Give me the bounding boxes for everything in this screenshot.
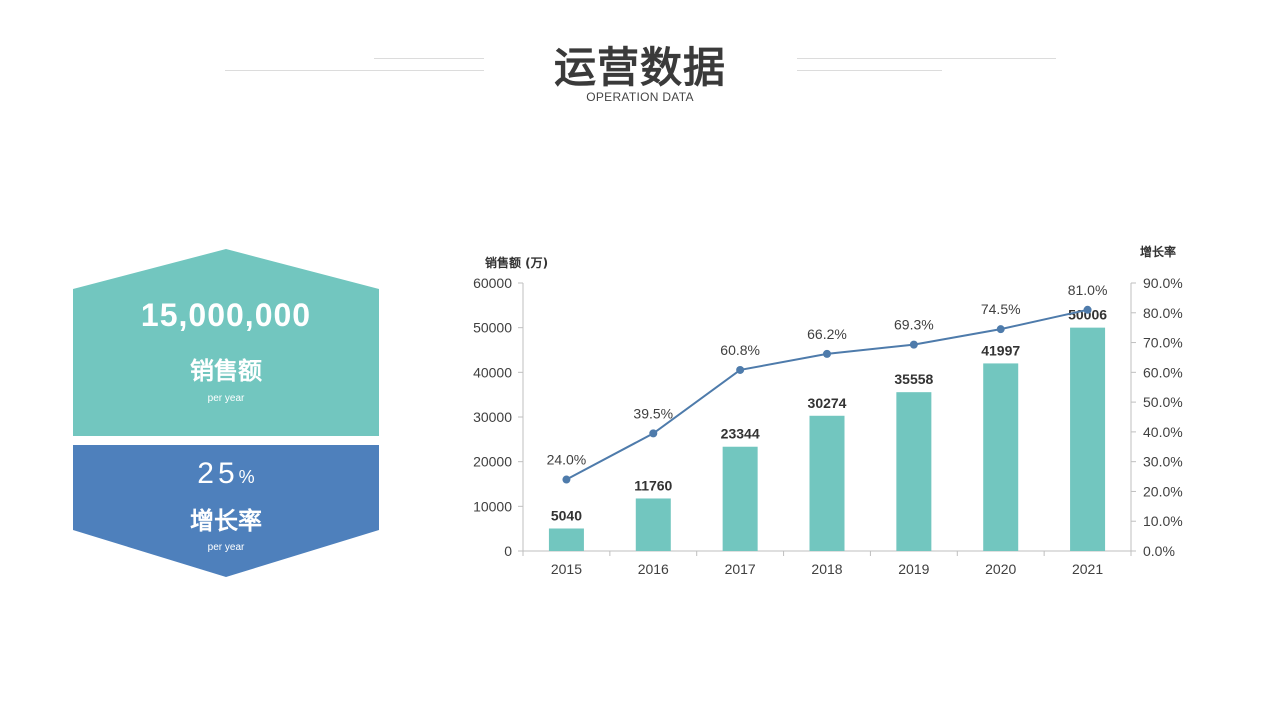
bar: [983, 363, 1019, 551]
bar-value-label: 5040: [551, 507, 582, 523]
growth-label: 增长率: [190, 507, 262, 535]
growth-value: 25%: [73, 457, 379, 491]
bar-value-label: 23344: [721, 426, 760, 442]
bar-value-label: 35558: [894, 371, 933, 387]
growth-point-label: 81.0%: [1068, 282, 1108, 298]
page-subtitle: OPERATION DATA: [586, 90, 694, 104]
growth-point: [649, 429, 658, 438]
chart-plot-area: 0 10000 20000 30000 40000 50000 60000 0.0% 10.0%…: [473, 275, 1183, 577]
bar: [635, 498, 671, 551]
growth-number: 25: [197, 457, 239, 490]
y-tick-label: 60000: [473, 275, 512, 291]
y2-tick-label: 0.0%: [1143, 543, 1175, 559]
growth-point-label: 24.0%: [547, 452, 587, 468]
y-tick-label: 50000: [473, 320, 512, 336]
y2-tick-label: 10.0%: [1143, 513, 1183, 529]
stat-card-shapes: [73, 249, 379, 577]
growth-point: [996, 325, 1005, 334]
growth-panel: [73, 445, 379, 577]
growth-point-label: 39.5%: [633, 405, 673, 421]
growth-point-label: 60.8%: [720, 342, 760, 358]
header-rule-left-top: [374, 58, 484, 59]
y2-tick-label: 90.0%: [1143, 275, 1183, 291]
y-tick-label: 20000: [473, 454, 512, 470]
header-rule-right-top: [797, 58, 1056, 59]
y-axis-title: 销售额 (万): [485, 255, 548, 270]
bar-value-label: 30274: [808, 395, 847, 411]
sales-period: per year: [207, 393, 245, 404]
bar-value-label: 11760: [634, 477, 672, 493]
growth-unit: %: [238, 467, 255, 487]
header-rule-right-bottom: [797, 70, 942, 71]
bar: [1070, 327, 1106, 551]
bar: [722, 446, 758, 551]
x-tick-label: 2019: [898, 561, 929, 577]
x-tick-label: 2015: [551, 561, 582, 577]
y2-tick-label: 60.0%: [1143, 364, 1183, 380]
x-tick-label: 2018: [811, 561, 842, 577]
y2-tick-label: 80.0%: [1143, 305, 1183, 321]
growth-point: [1083, 305, 1092, 314]
growth-point: [736, 365, 745, 374]
growth-point: [823, 349, 831, 358]
growth-point: [909, 340, 918, 349]
x-tick-label: 2017: [725, 561, 756, 577]
bar: [809, 415, 845, 551]
x-tick-label: 2016: [638, 561, 669, 577]
stat-card: 15,000,000 销售额 per year 25% 增长率 per year: [73, 249, 379, 577]
sales-panel: [73, 249, 379, 436]
y-tick-label: 0: [504, 543, 512, 559]
y2-tick-label: 70.0%: [1143, 335, 1183, 351]
growth-point-label: 74.5%: [981, 301, 1021, 317]
y2-tick-label: 20.0%: [1143, 483, 1183, 499]
sales-label: 销售额: [190, 357, 262, 385]
page-title: 运营数据: [553, 43, 726, 92]
header-rule-left-bottom: [225, 70, 484, 71]
x-tick-label: 2021: [1072, 561, 1103, 577]
x-tick-label: 2020: [985, 561, 1016, 577]
growth-point: [562, 475, 571, 484]
y-tick-label: 10000: [473, 498, 512, 514]
y2-tick-label: 40.0%: [1143, 424, 1183, 440]
growth-period: per year: [207, 542, 245, 553]
bar: [548, 528, 584, 551]
bar-value-label: 41997: [981, 342, 1020, 358]
y-tick-label: 40000: [473, 364, 512, 380]
bar-value-label: 50006: [1068, 307, 1107, 323]
y2-tick-label: 50.0%: [1143, 394, 1183, 410]
bar: [896, 392, 932, 551]
y2-tick-label: 30.0%: [1143, 454, 1183, 470]
y2-axis-title: 增长率: [1140, 244, 1176, 259]
sales-value: 15,000,000: [140, 297, 312, 333]
growth-point-label: 66.2%: [807, 326, 847, 342]
growth-point-label: 69.3%: [894, 317, 934, 333]
y-tick-label: 30000: [473, 409, 512, 425]
